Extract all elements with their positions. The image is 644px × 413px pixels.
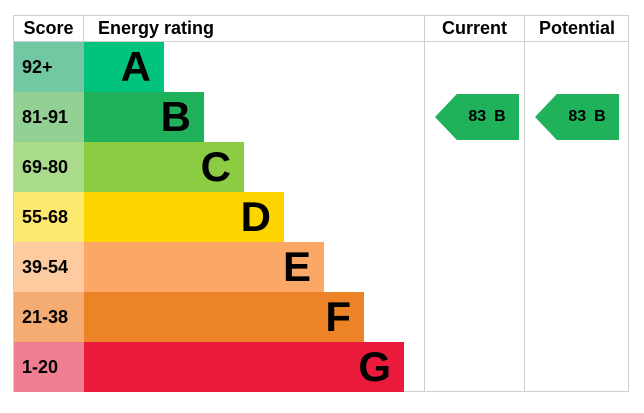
- current-rating-arrow: 83 B: [435, 94, 519, 140]
- band-row-b: 81-91 B: [14, 92, 628, 142]
- score-range-cell: 81-91: [14, 92, 84, 142]
- grade-bar: E: [84, 242, 324, 292]
- header-energy-rating: Energy rating: [98, 18, 215, 38]
- epc-rating-chart: Score Energy rating 92+ A 81-91 B 69-80: [13, 15, 629, 392]
- grade-bar: F: [84, 292, 364, 342]
- potential-rating-arrow: 83 B: [535, 94, 619, 140]
- band-row-d: 55-68 D: [14, 192, 628, 242]
- current-rating-grade: B: [494, 108, 506, 125]
- header-current: Current: [441, 18, 507, 38]
- grade-bar: G: [84, 342, 404, 392]
- potential-column: Potential 83 B: [524, 16, 629, 391]
- grade-bar: D: [84, 192, 284, 242]
- score-range-label: 1-20: [22, 356, 59, 377]
- grade-letter: B: [160, 93, 191, 140]
- current-rating-value: 83: [468, 108, 487, 125]
- current-column: Current 83 B: [424, 16, 524, 391]
- band-row-e: 39-54 E: [14, 242, 628, 292]
- band-row-c: 69-80 C: [14, 142, 628, 192]
- score-range-cell: 92+: [14, 42, 84, 92]
- potential-rating-value: 83: [568, 108, 587, 125]
- band-row-f: 21-38 F: [14, 292, 628, 342]
- grade-bar-cell: G: [84, 342, 628, 392]
- score-range-cell: 1-20: [14, 342, 84, 392]
- band-row-g: 1-20 G: [14, 342, 628, 392]
- grade-letter: E: [282, 243, 311, 290]
- score-range-label: 69-80: [22, 156, 69, 177]
- grade-bar: C: [84, 142, 244, 192]
- band-row-a: 92+ A: [14, 42, 628, 92]
- grade-bar-cell: B: [84, 92, 628, 142]
- score-range-cell: 39-54: [14, 242, 84, 292]
- score-range-label: 92+: [22, 56, 53, 77]
- score-range-cell: 69-80: [14, 142, 84, 192]
- score-range-label: 55-68: [22, 206, 69, 227]
- grade-letter: G: [358, 343, 391, 390]
- chart-header-row: Score Energy rating: [14, 16, 628, 42]
- grade-letter: D: [240, 193, 271, 240]
- header-score: Score: [14, 16, 84, 41]
- grade-bar-cell: D: [84, 192, 628, 242]
- grade-bar-cell: E: [84, 242, 628, 292]
- grade-bar-cell: C: [84, 142, 628, 192]
- grade-letter: C: [200, 143, 231, 190]
- potential-rating-grade: B: [594, 108, 606, 125]
- score-range-cell: 21-38: [14, 292, 84, 342]
- score-range-cell: 55-68: [14, 192, 84, 242]
- score-range-label: 21-38: [22, 306, 69, 327]
- grade-bar: A: [84, 42, 164, 92]
- grade-bar-cell: A: [84, 42, 628, 92]
- score-range-label: 39-54: [22, 256, 69, 277]
- score-range-label: 81-91: [22, 106, 69, 127]
- header-potential: Potential: [538, 18, 615, 38]
- grade-letter: A: [120, 43, 151, 90]
- grade-letter: F: [325, 293, 351, 340]
- grade-bar: B: [84, 92, 204, 142]
- grade-bar-cell: F: [84, 292, 628, 342]
